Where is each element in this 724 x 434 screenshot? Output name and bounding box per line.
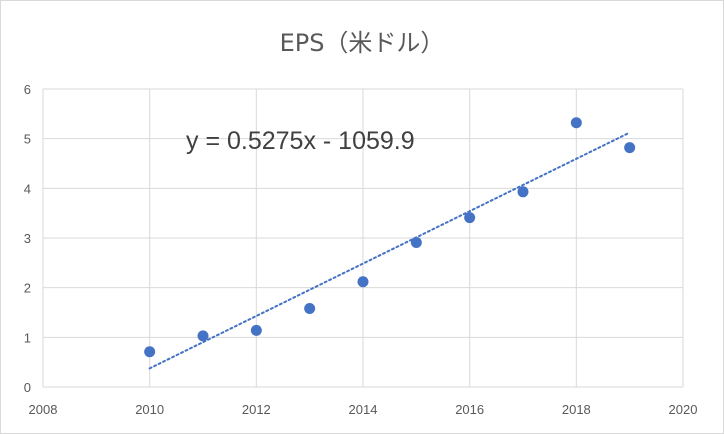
x-tick-label: 2020: [669, 402, 698, 417]
data-point: [517, 186, 529, 198]
data-point: [357, 276, 369, 288]
x-tick-label: 2008: [29, 402, 58, 417]
chart-title: EPS（米ドル）: [279, 29, 445, 57]
x-tick-label: 2010: [135, 402, 164, 417]
trendline: [148, 131, 631, 370]
data-point: [197, 330, 209, 342]
y-tick-label: 3: [24, 231, 31, 246]
trendline-equation-label: y = 0.5275x - 1059.9: [186, 127, 415, 155]
data-point: [144, 346, 156, 358]
x-tick-label: 2012: [242, 402, 271, 417]
data-point: [250, 324, 262, 336]
data-point: [624, 142, 636, 154]
x-tick-label: 2018: [562, 402, 591, 417]
y-tick-label: 5: [24, 132, 31, 147]
data-point: [304, 303, 316, 315]
x-tick-label: 2014: [349, 402, 378, 417]
y-tick-label: 2: [24, 281, 31, 296]
data-point: [464, 212, 476, 224]
y-tick-label: 6: [24, 82, 31, 97]
x-tick-label: 2016: [455, 402, 484, 417]
data-point: [570, 117, 582, 129]
y-tick-label: 0: [24, 380, 31, 395]
y-tick-label: 4: [24, 181, 31, 196]
y-tick-label: 1: [24, 330, 31, 345]
data-point: [410, 236, 422, 248]
